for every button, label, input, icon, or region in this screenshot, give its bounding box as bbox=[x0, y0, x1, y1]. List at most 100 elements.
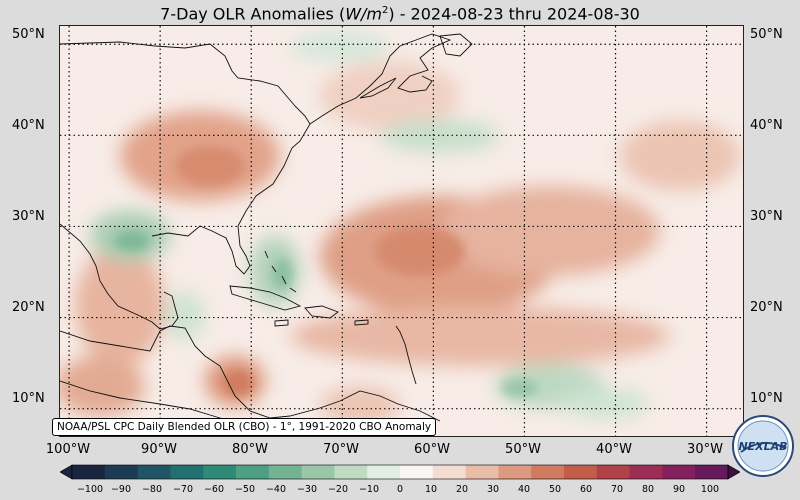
lat-label-right: 50°N bbox=[750, 27, 783, 42]
lat-label-right: 20°N bbox=[750, 300, 783, 315]
colorbar-cell bbox=[170, 465, 204, 479]
colorbar-tick-label: −30 bbox=[296, 484, 318, 495]
colorbar-tick-label: 40 bbox=[517, 484, 531, 495]
negative-anomaly-region bbox=[290, 31, 390, 61]
positive-anomaly-core bbox=[175, 146, 245, 186]
colorbar-tick-label: −80 bbox=[141, 484, 163, 495]
colorbar-cell bbox=[564, 465, 598, 479]
positive-anomaly-region bbox=[620, 121, 740, 191]
lon-label: 40°W bbox=[596, 442, 632, 457]
lon-label: 90°W bbox=[141, 442, 177, 457]
positive-anomaly-region bbox=[75, 246, 165, 366]
colorbar-cell bbox=[367, 465, 401, 479]
title-unit-exponent: 2 bbox=[381, 5, 389, 16]
positive-anomaly-region bbox=[440, 186, 660, 276]
lon-label: 100°W bbox=[45, 442, 91, 457]
colorbar-tick-label: 30 bbox=[486, 484, 500, 495]
title-prefix: 7-Day OLR Anomalies ( bbox=[160, 4, 346, 24]
negative-anomaly-core bbox=[114, 231, 150, 251]
gridlines bbox=[60, 26, 743, 436]
lat-label-left: 30°N bbox=[12, 209, 45, 224]
lat-label-right: 30°N bbox=[750, 209, 783, 224]
colorbar-tick-label: −60 bbox=[203, 484, 225, 495]
colorbar-cell bbox=[465, 465, 499, 479]
colorbar-extend-low bbox=[60, 464, 73, 480]
title-date-range: ) - 2024-08-23 thru 2024-08-30 bbox=[388, 4, 640, 24]
colorbar-tick-label: 100 bbox=[700, 484, 720, 495]
negative-anomaly-region bbox=[380, 120, 500, 152]
negative-anomaly-core bbox=[272, 258, 292, 290]
colorbar-cell bbox=[203, 465, 237, 479]
colorbar-tick-label: −10 bbox=[358, 484, 380, 495]
colorbar-tick-label: 50 bbox=[548, 484, 562, 495]
negative-anomaly-region bbox=[165, 291, 205, 341]
olr-anomaly-map bbox=[60, 26, 743, 436]
lon-label: 70°W bbox=[323, 442, 359, 457]
positive-anomaly-region bbox=[320, 61, 460, 131]
positive-anomaly-region bbox=[290, 306, 670, 366]
newfoundland bbox=[439, 33, 473, 57]
negative-anomaly-region bbox=[560, 389, 650, 419]
colorbar-cell bbox=[629, 465, 663, 479]
title-unit: W/m bbox=[345, 4, 382, 24]
colorbar-cell bbox=[236, 465, 270, 479]
colorbar-tick-label: 70 bbox=[610, 484, 624, 495]
colorbar-tick-label: 60 bbox=[579, 484, 593, 495]
anomaly-cores bbox=[114, 146, 538, 397]
colorbar-tick-label: −100 bbox=[76, 484, 104, 495]
map-frame[interactable] bbox=[59, 25, 744, 437]
colorbar-cell bbox=[104, 465, 139, 479]
bahamas bbox=[264, 250, 297, 293]
colorbar-tick-label: 0 bbox=[396, 484, 404, 495]
colorbar-cell bbox=[432, 465, 467, 479]
colorbar-cell bbox=[334, 465, 368, 479]
colorbar-cell bbox=[498, 465, 532, 479]
lat-label-right: 10°N bbox=[750, 391, 783, 406]
colorbar-tick-label: 20 bbox=[455, 484, 469, 495]
colorbar-tick-label: −90 bbox=[110, 484, 132, 495]
colorbar-cell bbox=[72, 465, 106, 479]
logo-text: NEXLAB bbox=[738, 440, 787, 453]
colorbar-tick-label: −20 bbox=[327, 484, 349, 495]
colorbar-cells bbox=[60, 464, 740, 480]
us-east-coast bbox=[60, 41, 311, 275]
negative-anomaly-core bbox=[502, 379, 538, 397]
map-title: 7-Day OLR Anomalies (W/m2) - 2024-08-23 … bbox=[0, 0, 800, 24]
colorbar-cell bbox=[662, 465, 696, 479]
colorbar bbox=[60, 464, 740, 480]
colorbar-cell bbox=[400, 465, 434, 479]
colorbar-tick-label: −40 bbox=[265, 484, 287, 495]
cuba bbox=[229, 285, 302, 311]
colorbar-tick-label: −70 bbox=[172, 484, 194, 495]
lat-label-right: 40°N bbox=[750, 118, 783, 133]
colorbar-cell bbox=[531, 465, 565, 479]
data-source-note: NOAA/PSL CPC Daily Blended OLR (CBO) - 1… bbox=[52, 418, 437, 436]
colorbar-cell bbox=[268, 465, 303, 479]
nexlab-logo[interactable]: NEXLAB bbox=[731, 414, 795, 478]
colorbar-tick-label: 90 bbox=[672, 484, 686, 495]
hispaniola bbox=[304, 305, 339, 319]
canadian-coast bbox=[309, 33, 452, 125]
lat-label-left: 20°N bbox=[12, 300, 45, 315]
puerto-rico bbox=[354, 319, 369, 326]
coastlines bbox=[60, 33, 473, 435]
lat-label-left: 40°N bbox=[12, 118, 45, 133]
lat-label-left: 50°N bbox=[12, 27, 45, 42]
central-america-coast bbox=[60, 325, 441, 422]
lon-label: 80°W bbox=[232, 442, 268, 457]
jamaica bbox=[274, 319, 289, 327]
lon-label: 50°W bbox=[505, 442, 541, 457]
lon-label: 30°W bbox=[687, 442, 723, 457]
colorbar-cell bbox=[137, 465, 171, 479]
anomaly-field bbox=[60, 31, 740, 426]
positive-anomaly-region bbox=[60, 356, 145, 416]
colorbar-cell bbox=[301, 465, 335, 479]
lon-label: 60°W bbox=[414, 442, 450, 457]
colorbar-cell bbox=[596, 465, 631, 479]
colorbar-tick-label: 80 bbox=[641, 484, 655, 495]
gulf-coast bbox=[60, 223, 179, 330]
lesser-antilles bbox=[395, 325, 417, 385]
colorbar-outline bbox=[71, 464, 729, 480]
colorbar-cell bbox=[695, 465, 729, 479]
colorbar-tick-label: −50 bbox=[234, 484, 256, 495]
